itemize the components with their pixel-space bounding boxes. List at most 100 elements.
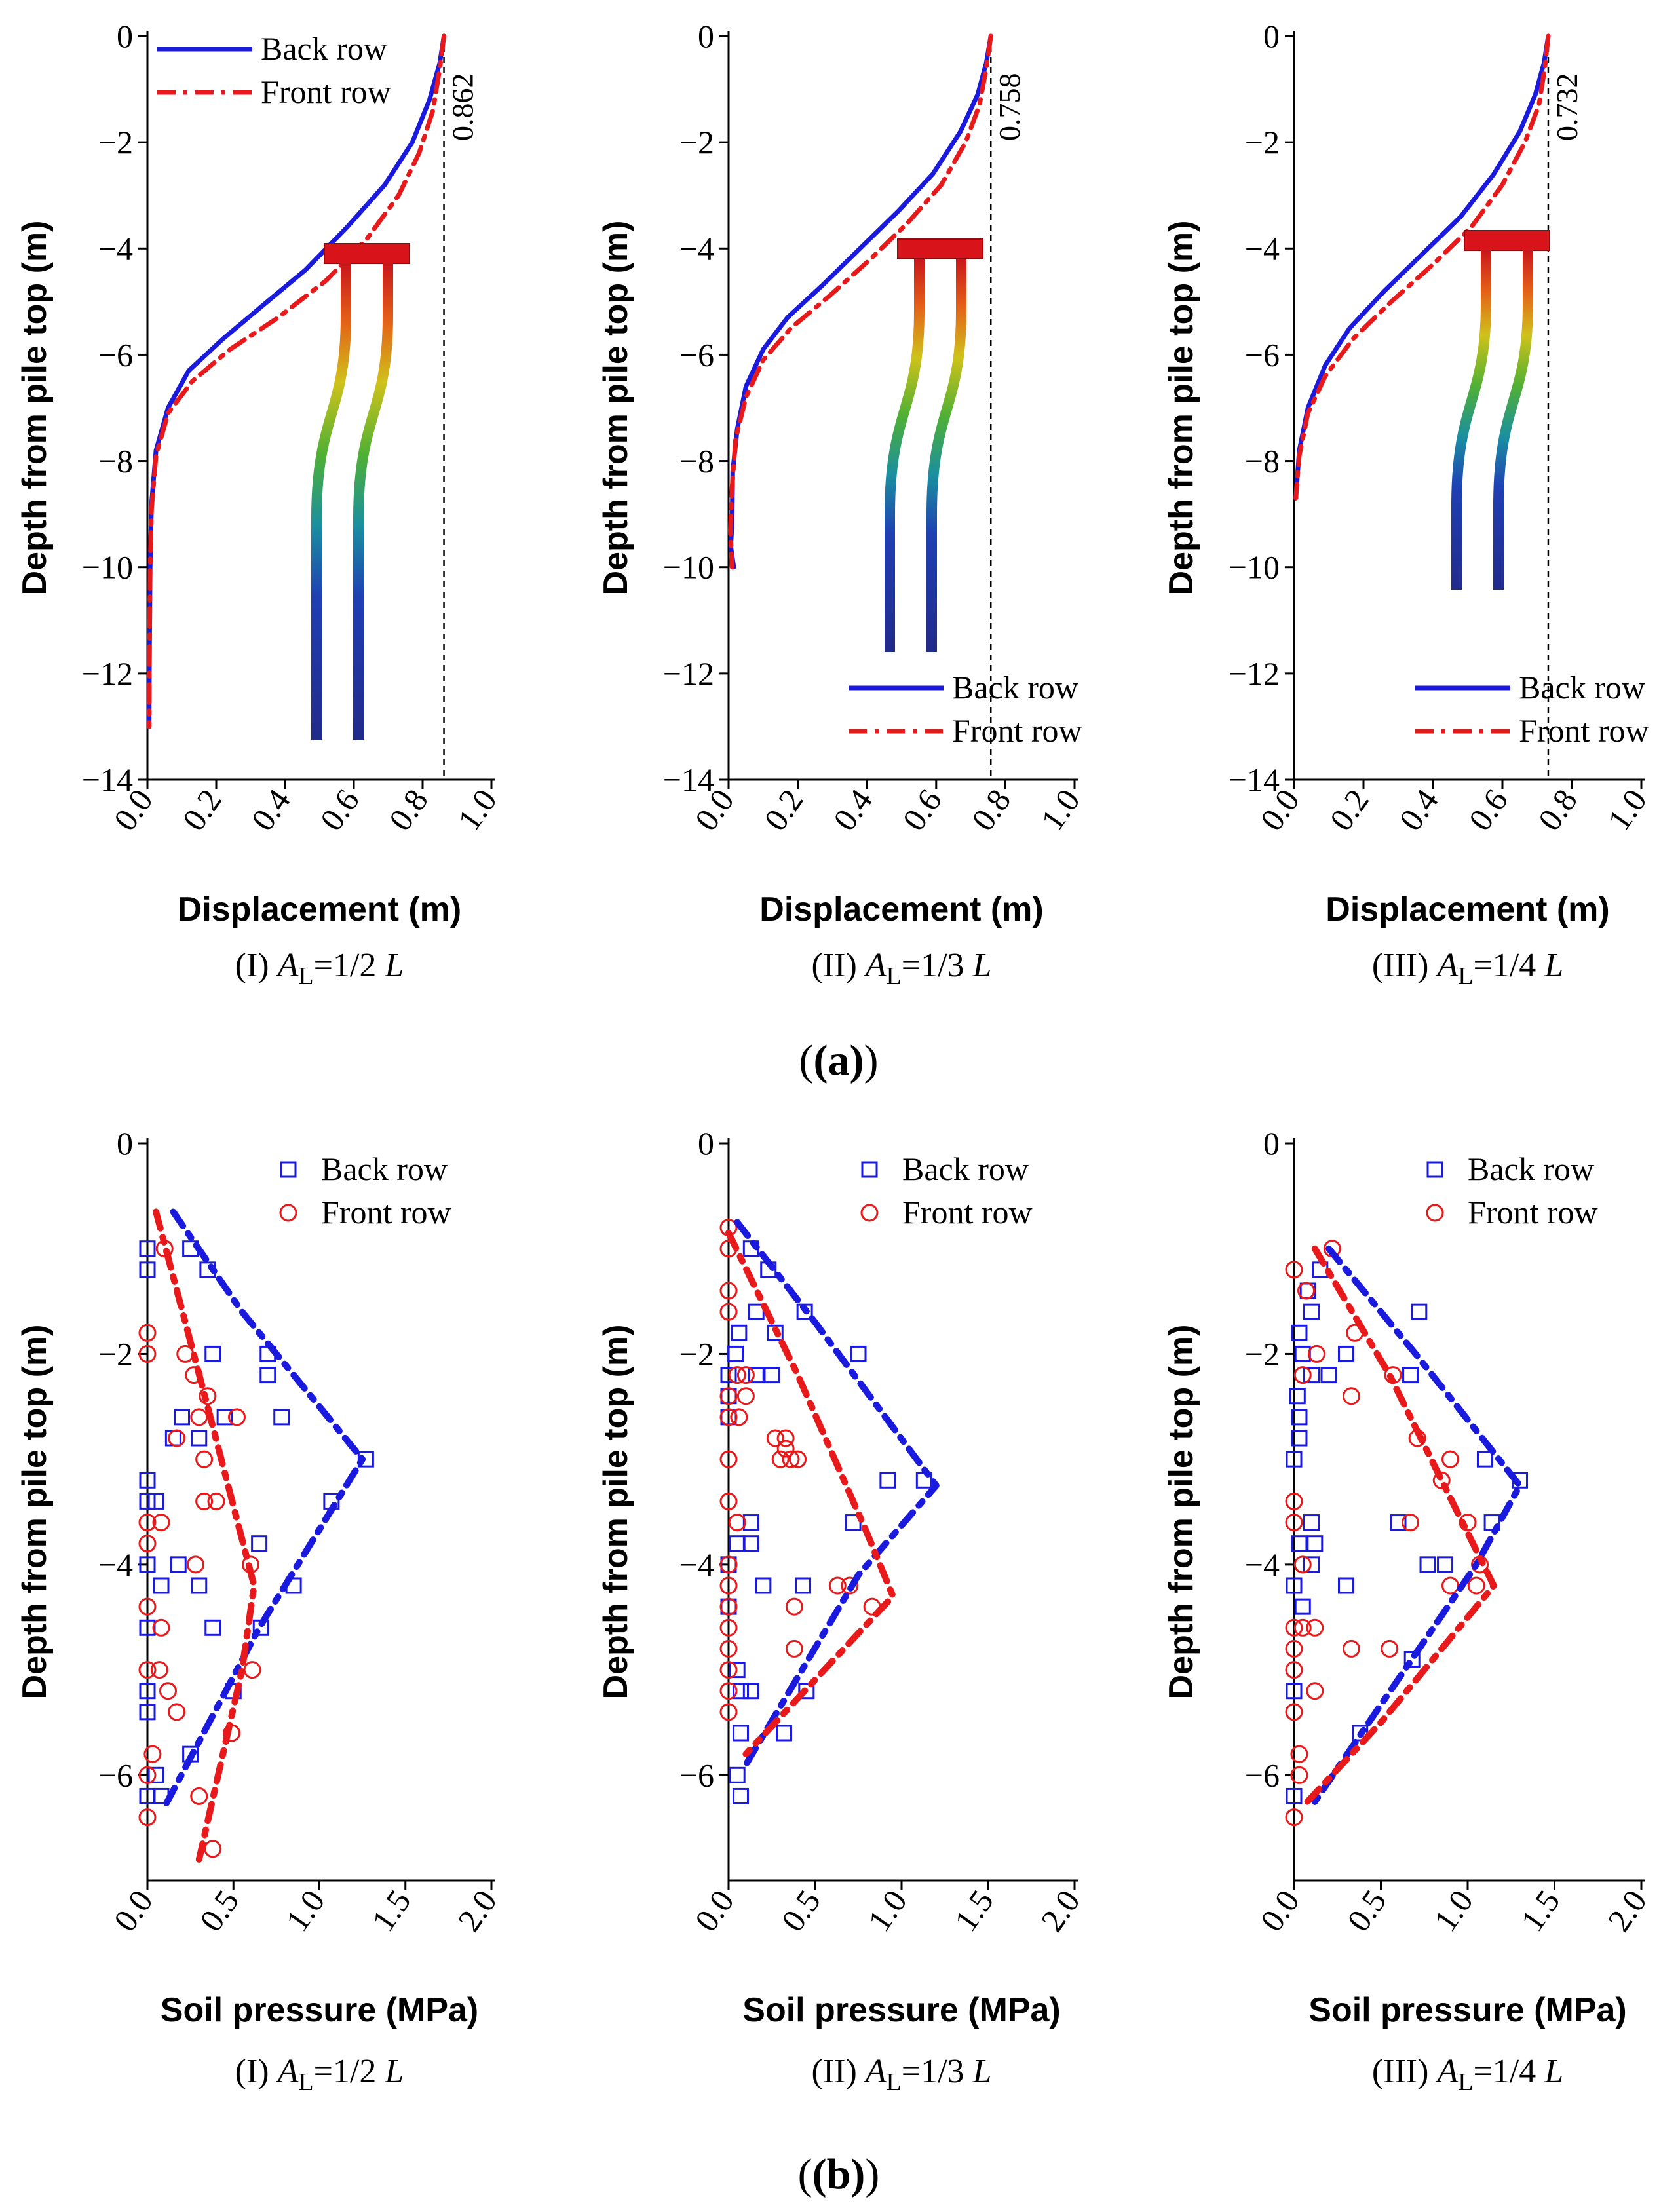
back-row-point (729, 1535, 746, 1552)
back-row-point (742, 1514, 759, 1531)
front-row-point (204, 1840, 222, 1858)
back-row-point (139, 1261, 156, 1278)
pile-shaft (885, 259, 925, 652)
legend-marker-back (861, 1161, 878, 1178)
x-tick-label: 2.0 (450, 1883, 504, 1937)
front-row-point (1342, 1639, 1360, 1658)
back-row-point (153, 1577, 170, 1594)
back-row-point (732, 1725, 749, 1742)
legend-label: Back row (952, 669, 1078, 706)
front-row-point (195, 1450, 214, 1468)
y-tick-label: −10 (82, 549, 133, 586)
back-row-point (139, 1683, 156, 1700)
back-row-point (1303, 1514, 1320, 1531)
back-row-point (795, 1577, 812, 1594)
back-row-point (1303, 1367, 1320, 1384)
front-row-point (789, 1450, 807, 1468)
back-row-point (251, 1535, 268, 1552)
front-row-point (719, 1661, 738, 1679)
y-tick-label: 0 (117, 1125, 133, 1162)
back-row-point (139, 1556, 156, 1573)
front-row-point (719, 1597, 738, 1616)
panel-caption: (II) AL=1/3 L (812, 2053, 992, 2096)
front-row-point (138, 1808, 157, 1827)
front-row-point (150, 1661, 168, 1679)
x-tick-label: 0.8 (964, 782, 1018, 837)
front-row-point (152, 1618, 170, 1637)
front-row-point (1285, 1492, 1303, 1510)
x-tick-label: 0.5 (193, 1883, 246, 1937)
back-row-point (147, 1766, 164, 1783)
max-displacement-label: 0.862 (446, 73, 480, 142)
x-axis-label: Displacement (m) (1325, 890, 1609, 928)
y-axis-label: Depth from pile top (m) (597, 1325, 635, 1700)
front-row-point (1285, 1618, 1303, 1637)
x-tick-label: 1.0 (1600, 782, 1654, 837)
back-row-point (879, 1472, 896, 1489)
chart-panel-5: 0 −2 −4 −6 0.0 0.5 1.0 1.5 2.0 Soil pressure (MPa… (597, 1125, 1087, 2096)
back-row-point (1437, 1556, 1454, 1573)
legend: Back row Front row (1426, 1151, 1598, 1230)
back-row-point (1390, 1514, 1407, 1531)
y-tick-label: −4 (679, 1546, 714, 1583)
y-tick-label: −10 (1229, 549, 1280, 586)
legend-label: Back row (261, 30, 387, 67)
pile-shaft (1493, 250, 1533, 590)
y-tick-label: −6 (679, 1757, 714, 1793)
y-tick-label: −12 (663, 655, 714, 692)
y-tick-label: −12 (82, 655, 133, 692)
back-row-point (139, 1704, 156, 1721)
front-row-point (776, 1429, 795, 1447)
y-tick-label: −2 (98, 124, 133, 161)
x-tick-label: 0.4 (244, 782, 297, 837)
front-row-point (771, 1450, 790, 1468)
front-row-curve (728, 33, 993, 570)
y-tick-label: 0 (1263, 18, 1280, 54)
max-displacement-label: 0.758 (993, 73, 1026, 142)
y-tick-label: −6 (1245, 1757, 1280, 1793)
y-axis-label: Depth from pile top (m) (16, 1325, 54, 1700)
back-row-point (755, 1577, 772, 1594)
back-row-point (147, 1493, 164, 1510)
x-tick-label: 0.5 (1340, 1883, 1394, 1937)
back-row-point (1403, 1651, 1421, 1668)
x-axis-label: Soil pressure (MPa) (742, 1991, 1060, 2029)
x-tick-label: 0.2 (175, 782, 229, 837)
legend-label: Back row (1468, 1151, 1594, 1187)
x-tick-label: 0.2 (757, 782, 810, 837)
front-row-point (1290, 1766, 1308, 1784)
chart-panel-4: 0 −2 −4 −6 0.0 0.5 1.0 1.5 2.0 Soil pressure (MPa… (16, 1125, 504, 2096)
legend: Back row Front row (849, 669, 1082, 749)
front-row-point (719, 1492, 738, 1510)
chart-panel-1: 0−2−4−6−8−10−12−140.0 0.2 0.4 0.6 0.8 1.0Disp… (16, 18, 504, 990)
panel-caption: (I) AL=1/2 L (235, 2053, 404, 2096)
back-row-point (1286, 1787, 1303, 1804)
front-row-point (1293, 1555, 1312, 1574)
back-row-point (742, 1683, 759, 1700)
front-row-point (1307, 1344, 1325, 1363)
x-tick-label: 0.6 (1461, 782, 1515, 837)
x-tick-label: 1.5 (364, 1883, 418, 1937)
front-row-point (195, 1492, 214, 1510)
y-axis-label: Depth from pile top (m) (16, 221, 54, 596)
back-row-point (1286, 1683, 1303, 1700)
front-fit-curve (725, 1229, 896, 1758)
back-row-point (1294, 1345, 1311, 1362)
y-tick-label: −14 (663, 761, 714, 798)
x-tick-label: 0.0 (106, 1883, 160, 1937)
front-row-point (1285, 1808, 1303, 1827)
front-row-point (782, 1450, 800, 1468)
back-row-point (273, 1409, 290, 1426)
y-tick-label: −2 (1245, 1335, 1280, 1372)
y-tick-label: −4 (679, 230, 714, 267)
legend-label: Front row (902, 1194, 1033, 1230)
y-tick-label: −4 (98, 1546, 133, 1583)
y-tick-label: −6 (98, 336, 133, 373)
front-row-point (719, 1639, 738, 1658)
front-row-point (1285, 1261, 1303, 1279)
x-tick-label: 1.0 (278, 1883, 332, 1937)
front-row-point (187, 1555, 204, 1574)
pile-shaft (353, 263, 393, 740)
y-tick-label: −14 (1229, 761, 1280, 798)
y-tick-label: −2 (679, 124, 714, 161)
